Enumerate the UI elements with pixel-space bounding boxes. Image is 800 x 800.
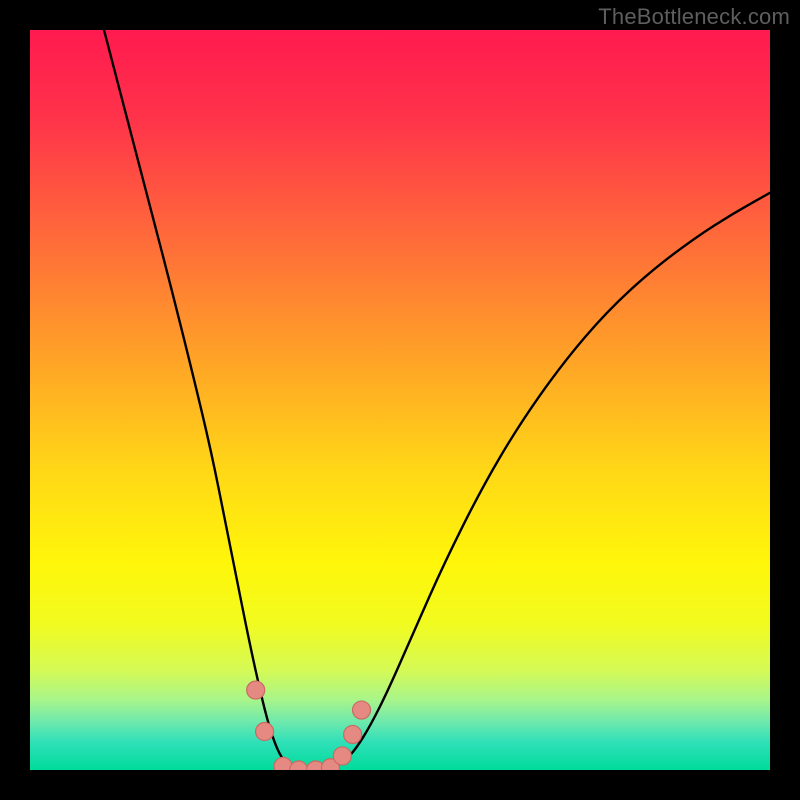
watermark-text: TheBottleneck.com xyxy=(598,4,790,30)
marker-point xyxy=(344,725,362,743)
chart-svg xyxy=(30,30,770,770)
marker-point xyxy=(256,723,274,741)
gradient-background xyxy=(30,30,770,770)
marker-point xyxy=(333,747,351,765)
chart-root: TheBottleneck.com xyxy=(0,0,800,800)
marker-point xyxy=(353,701,371,719)
marker-point xyxy=(247,681,265,699)
plot-area xyxy=(30,30,770,770)
